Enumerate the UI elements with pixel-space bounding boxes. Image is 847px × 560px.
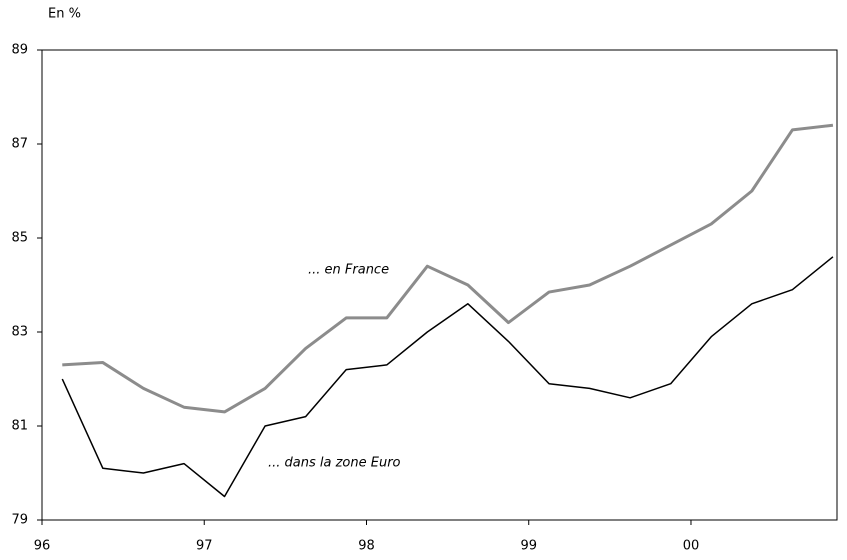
series-annotation: ... en France: [308, 263, 389, 278]
series-line: [62, 123, 834, 414]
y-tick-label: 87: [11, 137, 28, 152]
y-tick-label: 79: [11, 513, 28, 528]
x-tick-label: 97: [196, 539, 213, 554]
y-tick-label: 85: [11, 231, 28, 246]
series-line: [61, 256, 834, 498]
x-tick-label: 00: [683, 539, 700, 554]
y-tick-label: 89: [11, 43, 28, 58]
y-tick-label: 83: [11, 325, 28, 340]
y-axis-label: En %: [48, 7, 81, 22]
x-tick-label: 98: [358, 539, 375, 554]
x-tick-label: 99: [520, 539, 537, 554]
x-tick-label: 96: [34, 539, 51, 554]
plot-frame: [41, 49, 838, 521]
series-annotation: ... dans la zone Euro: [268, 456, 401, 471]
y-tick-label: 81: [11, 419, 28, 434]
